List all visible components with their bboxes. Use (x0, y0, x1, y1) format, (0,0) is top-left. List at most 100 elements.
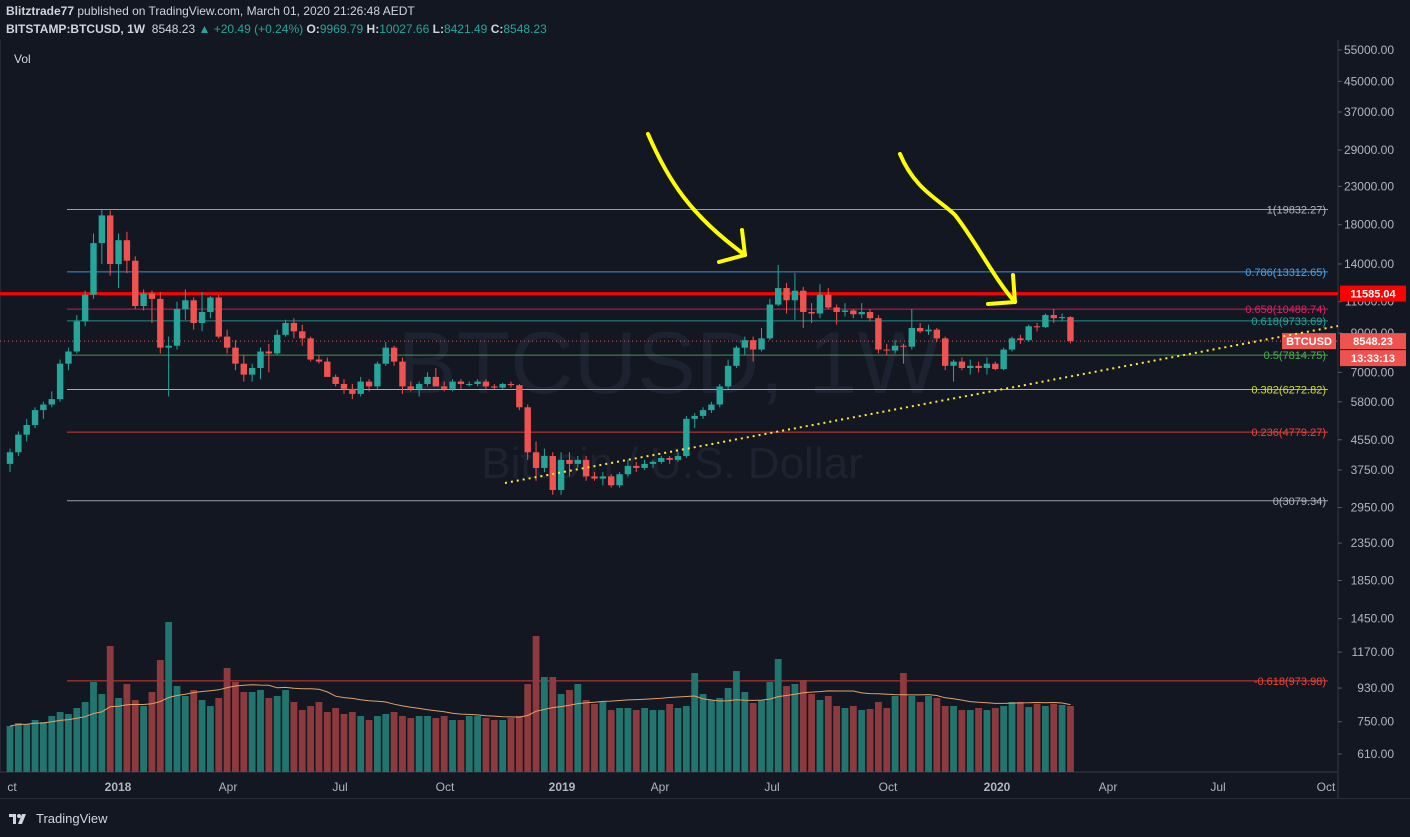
candle-body[interactable] (157, 298, 164, 348)
candle-body[interactable] (1058, 317, 1066, 319)
annotation-arrow-1[interactable] (646, 132, 747, 257)
volume-bar[interactable] (883, 708, 891, 772)
volume-bar[interactable] (290, 702, 298, 772)
volume-bar[interactable] (933, 698, 941, 772)
volume-bar[interactable] (282, 690, 289, 772)
volume-bar[interactable] (607, 710, 615, 772)
candle-body[interactable] (424, 376, 431, 384)
candle-body[interactable] (1000, 349, 1007, 370)
volume-bar[interactable] (649, 710, 657, 772)
candle-body[interactable] (6, 452, 14, 464)
volume-bar[interactable] (858, 710, 866, 772)
volume-bar[interactable] (641, 708, 648, 772)
candle-body[interactable] (507, 383, 515, 386)
candle-body[interactable] (1050, 315, 1057, 319)
volume-bar[interactable] (791, 684, 799, 772)
candle-body[interactable] (1067, 317, 1074, 342)
candle-body[interactable] (741, 340, 748, 348)
volume-bar[interactable] (975, 708, 982, 772)
candle-body[interactable] (207, 297, 214, 312)
candle-body[interactable] (808, 311, 815, 314)
candle-body[interactable] (641, 463, 648, 468)
volume-bar[interactable] (332, 708, 340, 772)
candle-body[interactable] (215, 297, 222, 337)
candle-body[interactable] (1008, 338, 1016, 350)
volume-bar[interactable] (925, 696, 932, 772)
candle-body[interactable] (290, 322, 298, 332)
volume-bar[interactable] (724, 688, 732, 772)
candle-body[interactable] (357, 381, 364, 394)
candle-body[interactable] (1025, 326, 1032, 341)
volume-bar[interactable] (323, 712, 331, 772)
candle-body[interactable] (800, 290, 807, 312)
volume-bar[interactable] (774, 659, 782, 772)
volume-bar[interactable] (365, 720, 373, 772)
volume-bar[interactable] (841, 708, 849, 772)
annotation-arrow-2-head[interactable] (986, 273, 1017, 306)
candle-body[interactable] (1033, 326, 1041, 328)
candle-body[interactable] (399, 361, 406, 387)
volume-bar[interactable] (866, 709, 874, 772)
volume-bar[interactable] (173, 686, 181, 772)
candle-body[interactable] (942, 338, 949, 366)
candle-body[interactable] (190, 300, 197, 323)
volume-bar[interactable] (348, 712, 356, 772)
candle-body[interactable] (240, 363, 247, 375)
volume-bar[interactable] (56, 712, 64, 772)
candle-body[interactable] (140, 293, 147, 307)
volume-bar[interactable] (624, 708, 632, 772)
candle-body[interactable] (691, 415, 698, 419)
candle-body[interactable] (858, 311, 865, 315)
volume-bar[interactable] (816, 700, 824, 772)
volume-bar[interactable] (106, 646, 114, 772)
volume-bar[interactable] (507, 718, 515, 772)
candle-body[interactable] (841, 310, 849, 312)
candle-body[interactable] (482, 381, 490, 387)
volume-bar[interactable] (432, 718, 440, 772)
candle-body[interactable] (516, 385, 523, 408)
candle-body[interactable] (649, 461, 657, 464)
volume-bar[interactable] (40, 722, 47, 772)
candle-body[interactable] (666, 457, 673, 460)
candle-body[interactable] (332, 376, 339, 384)
candle-body[interactable] (532, 452, 540, 468)
candle-body[interactable] (975, 365, 982, 368)
volume-bar[interactable] (440, 716, 448, 772)
candle-body[interactable] (48, 399, 55, 405)
candle-body[interactable] (674, 456, 682, 460)
candle-body[interactable] (724, 365, 732, 387)
volume-bar[interactable] (1067, 706, 1074, 772)
volume-bar[interactable] (966, 710, 974, 772)
volume-bar[interactable] (115, 698, 122, 772)
volume-bar[interactable] (223, 668, 231, 772)
volume-bar[interactable] (674, 708, 682, 772)
volume-bar[interactable] (198, 700, 206, 772)
volume-bar[interactable] (532, 636, 540, 772)
candle-body[interactable] (56, 363, 64, 400)
candle-body[interactable] (307, 338, 314, 360)
candle-body[interactable] (248, 367, 256, 375)
publisher-name[interactable]: Blitztrade77 (6, 4, 75, 18)
candle-body[interactable] (699, 410, 707, 416)
tradingview-logo[interactable]: TradingView (8, 811, 108, 826)
volume-bar[interactable] (616, 708, 623, 772)
candle-body[interactable] (324, 361, 331, 377)
candle-body[interactable] (783, 288, 790, 301)
volume-bar[interactable] (916, 702, 924, 772)
candle-body[interactable] (891, 345, 899, 351)
candle-body[interactable] (557, 459, 565, 490)
candle-body[interactable] (608, 476, 615, 486)
candle-body[interactable] (15, 434, 22, 453)
volume-bar[interactable] (766, 682, 774, 772)
volume-bar[interactable] (156, 660, 164, 772)
candle-body[interactable] (31, 410, 39, 426)
candle-body[interactable] (173, 308, 181, 346)
candle-body[interactable] (390, 347, 398, 362)
volume-bar[interactable] (758, 700, 765, 772)
volume-bar[interactable] (549, 677, 557, 772)
volume-bar[interactable] (81, 702, 89, 772)
volume-bar[interactable] (849, 706, 857, 772)
volume-bar[interactable] (741, 692, 749, 772)
volume-bar[interactable] (140, 706, 147, 772)
candle-body[interactable] (148, 293, 156, 299)
